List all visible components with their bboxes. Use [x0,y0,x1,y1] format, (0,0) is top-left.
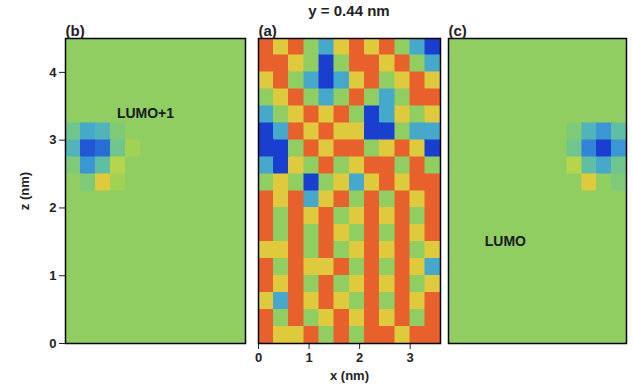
svg-text:0: 0 [49,336,56,351]
svg-text:0: 0 [255,350,262,365]
svg-text:3: 3 [49,132,56,147]
svg-text:(a): (a) [259,22,277,39]
svg-text:2: 2 [356,350,363,365]
svg-text:4: 4 [49,65,57,80]
svg-text:1: 1 [49,268,56,283]
svg-text:(c): (c) [449,22,467,39]
svg-text:x (nm): x (nm) [330,368,369,383]
svg-text:3: 3 [407,350,414,365]
svg-text:(b): (b) [66,22,85,39]
svg-text:1: 1 [305,350,312,365]
svg-text:2: 2 [49,200,56,215]
svg-text:LUMO+1: LUMO+1 [117,105,174,121]
html-text:y = 0.44 nm: y = 0.44 nm [308,2,390,19]
svg-text:LUMO: LUMO [485,233,526,249]
svg-text:z (nm): z (nm) [17,172,32,210]
